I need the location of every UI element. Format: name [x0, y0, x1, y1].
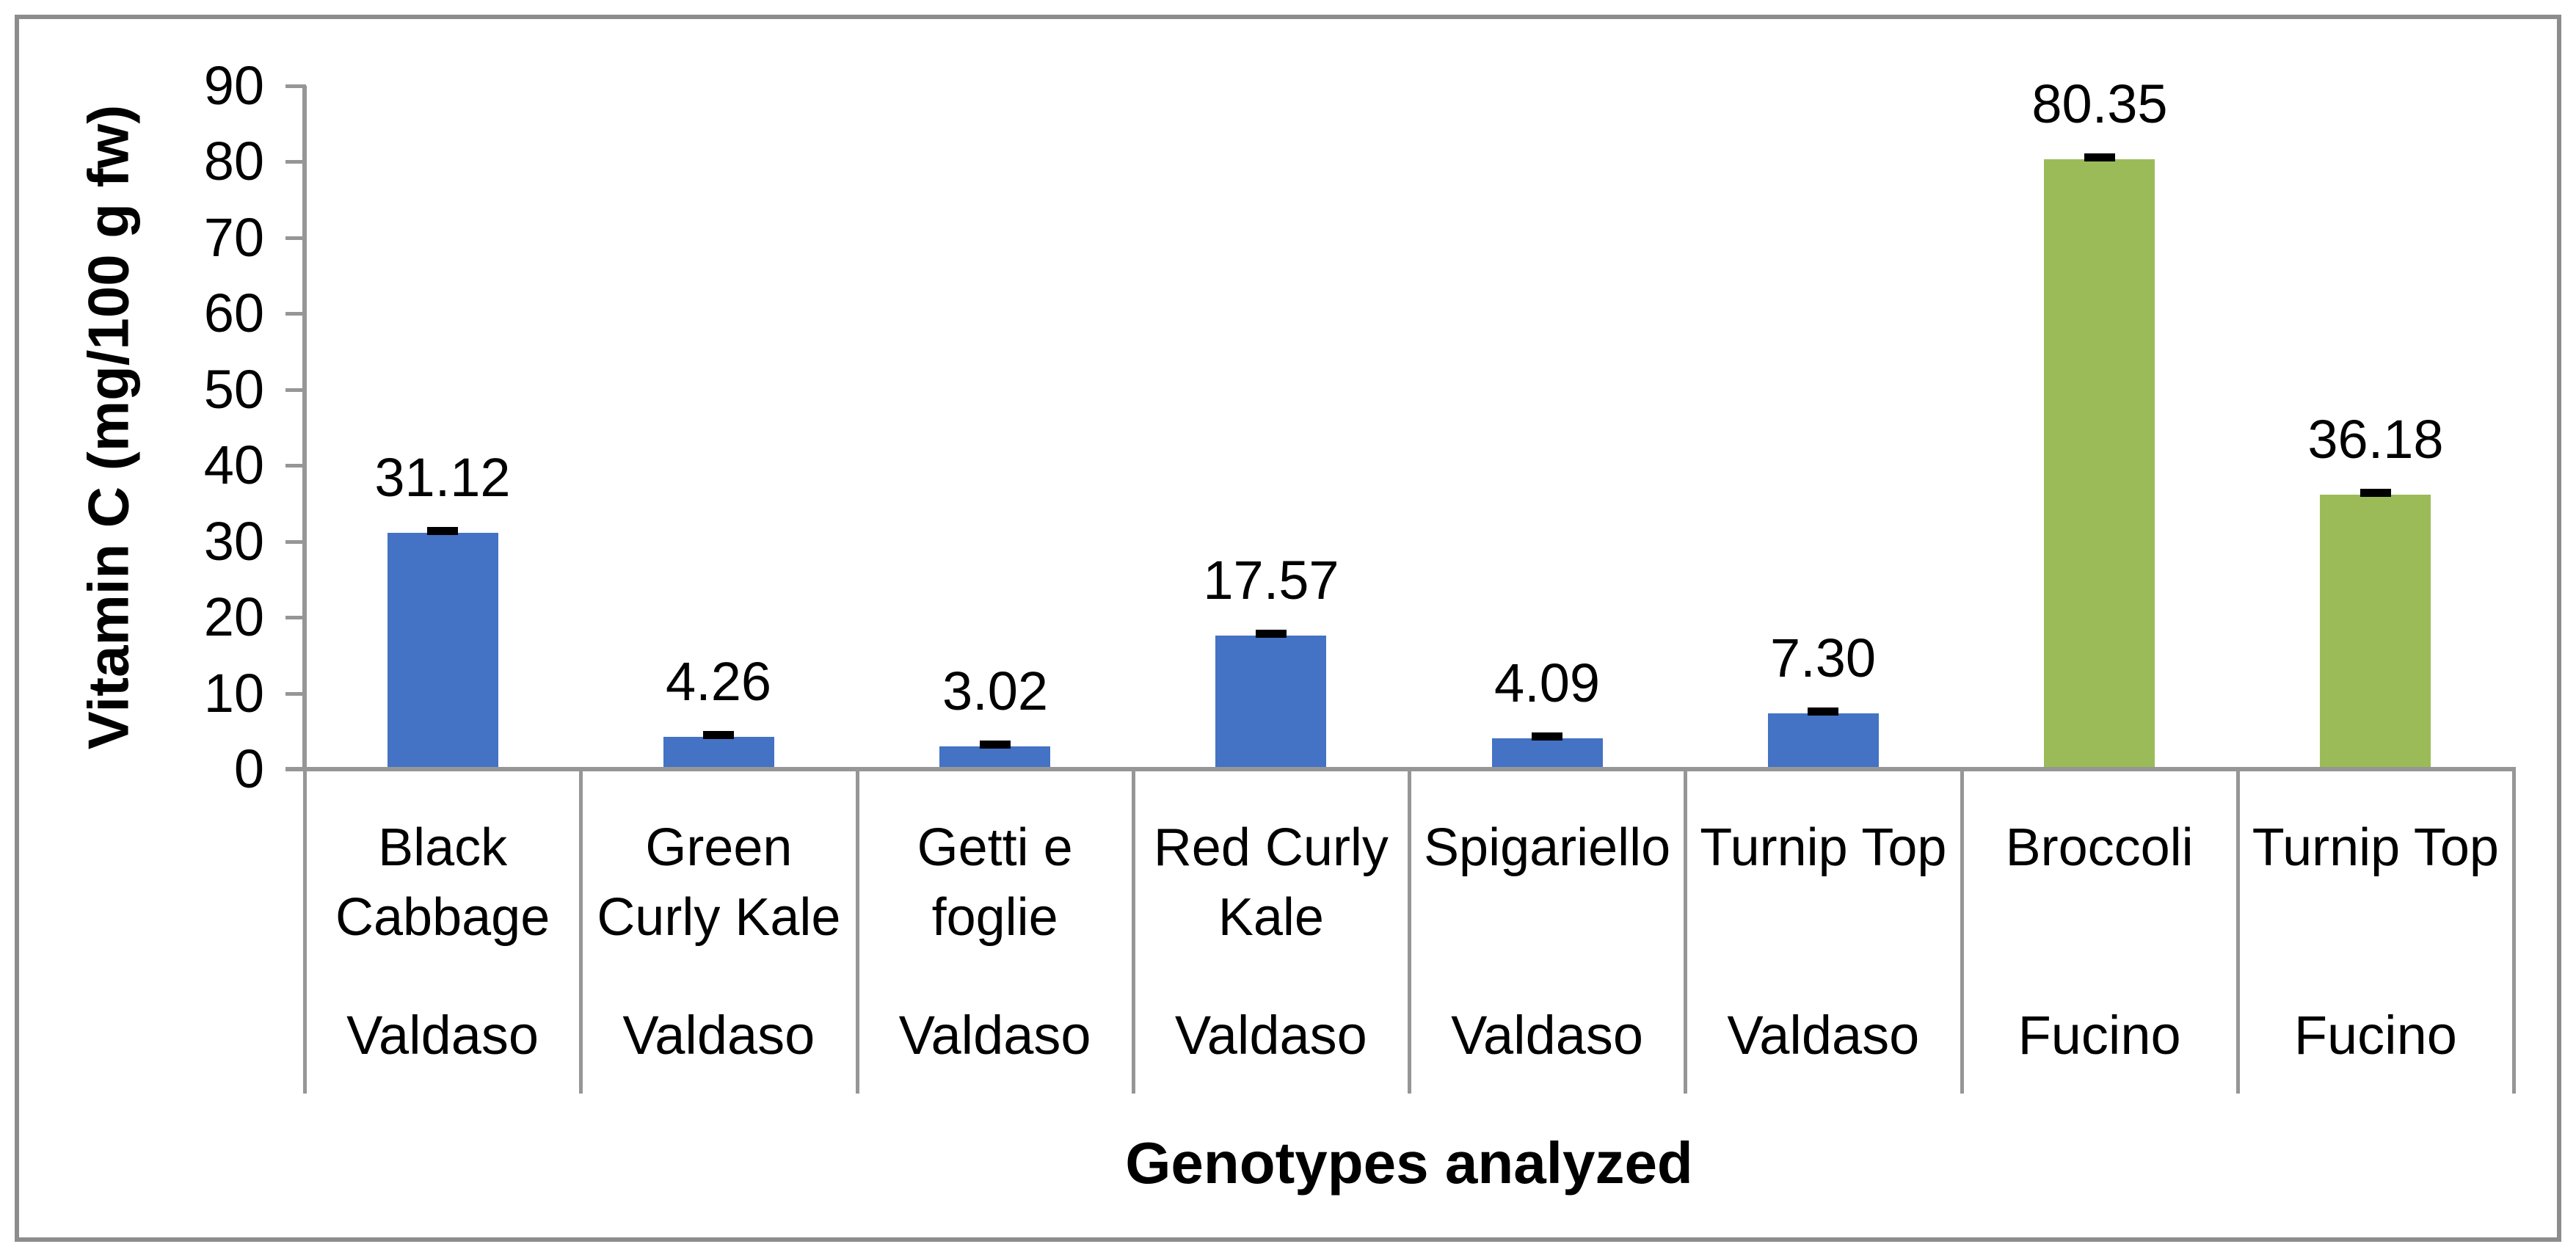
y-tick-mark — [285, 160, 306, 164]
x-axis-line — [285, 767, 2516, 771]
error-bar-cap — [2360, 489, 2391, 497]
y-tick-label: 50 — [203, 359, 264, 420]
category-name: Broccoli — [2005, 818, 2194, 877]
category-name: Spigariello — [1424, 818, 1671, 877]
bar-red-curly-kale-valdaso — [1215, 636, 1326, 769]
error-bar-cap — [1808, 707, 1838, 716]
y-tick-mark — [285, 692, 306, 696]
y-tick-label: 40 — [203, 434, 264, 495]
bar-black-cabbage-valdaso — [388, 533, 498, 769]
category-cell: Green Curly Kale Valdaso — [581, 769, 856, 1094]
category-region: Valdaso — [622, 1005, 815, 1066]
y-tick-label: 70 — [203, 207, 264, 268]
y-tick-label: 90 — [203, 55, 264, 116]
category-separator — [1684, 769, 1687, 1094]
category-separator — [2512, 769, 2516, 1094]
category-cell: Getti e foglie Valdaso — [857, 769, 1133, 1094]
value-label: 7.30 — [1769, 628, 1877, 688]
category-name: Black Cabbage — [335, 818, 550, 947]
value-label: 4.26 — [665, 651, 772, 712]
category-cell: Turnip Top Valdaso — [1685, 769, 1961, 1094]
category-separator — [1960, 769, 1964, 1094]
y-tick-mark — [285, 616, 306, 619]
value-label: 4.09 — [1493, 652, 1601, 713]
error-bar-cap — [1532, 732, 1562, 741]
category-name: Green Curly Kale — [597, 818, 841, 947]
category-cell: Spigariello Valdaso — [1409, 769, 1685, 1094]
value-label: 80.35 — [2031, 73, 2168, 134]
x-axis-title: Genotypes analyzed — [1125, 1130, 1693, 1196]
category-separator — [1408, 769, 1411, 1094]
category-separator — [579, 769, 583, 1094]
y-tick-label: 30 — [203, 511, 264, 572]
chart-border — [15, 15, 2561, 1242]
error-bar-cap — [427, 527, 458, 535]
y-tick-mark — [285, 464, 306, 468]
category-separator — [1132, 769, 1135, 1094]
error-bar-cap — [1256, 630, 1287, 638]
category-region: Valdaso — [1174, 1005, 1367, 1066]
category-separator — [856, 769, 859, 1094]
bar-broccoli-fucino — [2044, 159, 2155, 769]
value-label: 31.12 — [374, 447, 511, 508]
category-region: Valdaso — [1451, 1005, 1644, 1066]
category-region: Fucino — [2017, 1005, 2181, 1066]
bar-getti-e-foglie-valdaso — [939, 746, 1050, 769]
bar-spigariello-valdaso — [1492, 738, 1603, 769]
y-axis-line — [302, 86, 307, 769]
y-tick-mark — [285, 540, 306, 544]
value-label: 17.57 — [1203, 550, 1339, 611]
y-tick-mark — [285, 312, 306, 316]
category-separator — [2236, 769, 2240, 1094]
y-tick-mark — [285, 388, 306, 392]
y-tick-label: 0 — [233, 738, 264, 799]
category-cell: Broccoli Fucino — [1962, 769, 2238, 1094]
value-label: 36.18 — [2307, 409, 2444, 470]
category-cell: Black Cabbage Valdaso — [305, 769, 581, 1094]
category-region: Fucino — [2293, 1005, 2457, 1066]
y-tick-mark — [285, 84, 306, 88]
error-bar-cap — [2084, 153, 2115, 161]
category-separator — [303, 769, 307, 1094]
y-tick-label: 20 — [203, 586, 264, 647]
y-tick-mark — [285, 236, 306, 240]
value-label: 3.02 — [942, 661, 1049, 721]
category-name: Getti e foglie — [917, 818, 1073, 947]
category-name: Turnip Top — [1700, 818, 1947, 877]
error-bar-cap — [980, 741, 1011, 749]
category-name: Turnip Top — [2252, 818, 2499, 877]
category-region: Valdaso — [898, 1005, 1091, 1066]
y-tick-label: 10 — [203, 663, 264, 724]
bar-green-curly-kale-valdaso — [663, 737, 774, 769]
y-tick-label: 60 — [203, 283, 264, 343]
error-bar-cap — [703, 731, 734, 739]
bar-turnip-top-fucino — [2320, 495, 2431, 769]
category-cell: Red Curly Kale Valdaso — [1133, 769, 1409, 1094]
y-axis-title: Vitamin C (mg/100 g fw) — [76, 104, 141, 750]
category-cell: Turnip Top Fucino — [2238, 769, 2514, 1094]
bar-turnip-top-valdaso — [1768, 713, 1879, 769]
x-axis-category-band: Black Cabbage Valdaso Green Curly Kale V… — [305, 769, 2514, 1094]
y-tick-label: 80 — [203, 131, 264, 192]
category-region: Valdaso — [346, 1005, 539, 1066]
category-name: Red Curly Kale — [1153, 818, 1389, 947]
category-region: Valdaso — [1727, 1005, 1920, 1066]
